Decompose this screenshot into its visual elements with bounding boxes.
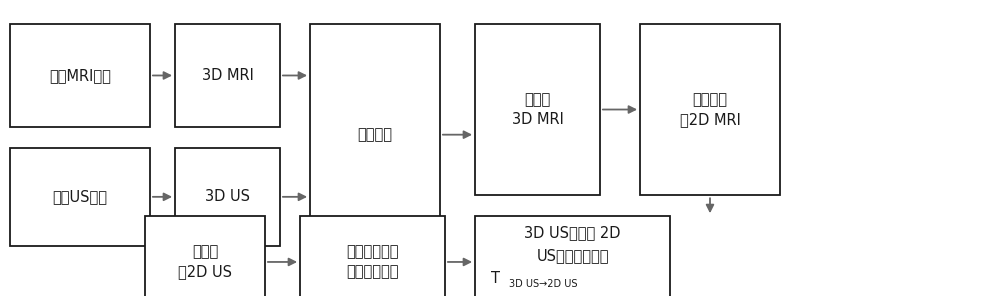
Text: US上的变换矩阵: US上的变换矩阵 — [536, 248, 609, 263]
Bar — [300, 216, 445, 296]
Text: 术前MRI成像: 术前MRI成像 — [49, 68, 111, 83]
Text: 3D US映射到 2D: 3D US映射到 2D — [524, 225, 621, 240]
Bar — [475, 216, 670, 296]
Bar — [145, 216, 265, 296]
Bar — [10, 24, 150, 127]
Text: T: T — [491, 271, 500, 286]
Text: 术中实
时2D US: 术中实 时2D US — [178, 244, 232, 279]
Text: 3D US→2D US: 3D US→2D US — [509, 279, 577, 289]
Bar — [475, 24, 600, 195]
Text: 变形后
3D MRI: 变形后 3D MRI — [512, 92, 563, 127]
Bar — [175, 148, 280, 246]
Text: 相应配准
后2D MRI: 相应配准 后2D MRI — [680, 92, 740, 127]
Bar — [310, 24, 440, 246]
Text: 术前US成像: 术前US成像 — [52, 189, 108, 204]
Bar — [10, 148, 150, 246]
Text: 3D MRI: 3D MRI — [202, 68, 253, 83]
Bar — [175, 24, 280, 127]
Text: 3D US: 3D US — [205, 189, 250, 204]
Text: 超声探头上的
空间跟踪装置: 超声探头上的 空间跟踪装置 — [346, 244, 399, 279]
Text: 配准框架: 配准框架 — [358, 127, 392, 142]
Bar — [640, 24, 780, 195]
